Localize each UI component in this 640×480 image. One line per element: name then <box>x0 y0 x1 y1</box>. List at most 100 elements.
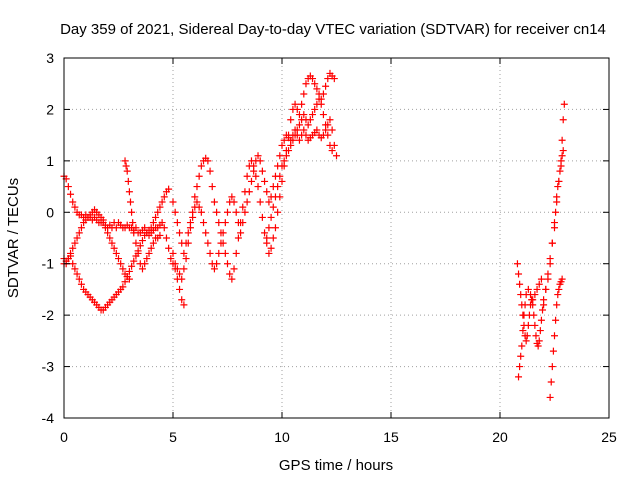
data-point <box>267 213 275 221</box>
data-point <box>228 193 236 201</box>
data-point <box>293 105 301 113</box>
data-point <box>128 262 136 270</box>
data-point <box>145 249 153 257</box>
y-tick-label: 3 <box>46 50 54 66</box>
data-point <box>189 213 197 221</box>
data-point <box>280 136 288 144</box>
data-point <box>165 185 173 193</box>
data-point <box>317 100 325 108</box>
data-point <box>534 342 542 350</box>
data-point <box>124 177 132 185</box>
data-point <box>69 260 77 268</box>
data-point <box>304 121 312 129</box>
data-point <box>265 249 273 257</box>
data-point <box>537 316 545 324</box>
data-point <box>165 244 173 252</box>
data-point <box>77 280 85 288</box>
data-point <box>536 327 544 335</box>
y-tick-label: -4 <box>42 410 55 426</box>
data-point <box>130 229 138 237</box>
series-0 <box>60 172 188 309</box>
data-point <box>295 136 303 144</box>
data-point <box>553 193 561 201</box>
data-point <box>67 249 75 257</box>
chart-title: Day 359 of 2021, Sidereal Day-to-day VTE… <box>60 21 606 38</box>
data-point <box>559 147 567 155</box>
data-point <box>309 75 317 83</box>
data-point <box>302 131 310 139</box>
data-point <box>322 82 330 90</box>
data-point <box>115 255 122 263</box>
data-point <box>549 347 557 355</box>
data-point <box>71 203 79 211</box>
data-point <box>291 131 299 139</box>
data-point <box>551 224 558 232</box>
data-point <box>215 219 223 227</box>
data-point <box>123 167 131 175</box>
data-point <box>313 85 321 93</box>
data-point <box>293 126 301 134</box>
data-point <box>548 239 556 247</box>
y-tick-label: -3 <box>42 359 55 375</box>
data-point <box>330 75 338 83</box>
data-point <box>178 296 186 304</box>
data-point <box>532 332 540 340</box>
data-point <box>67 190 75 198</box>
data-point <box>300 90 308 98</box>
data-point <box>121 157 129 165</box>
data-point <box>245 188 253 196</box>
data-point <box>554 183 562 191</box>
data-point <box>302 80 310 88</box>
data-point <box>546 393 554 401</box>
data-point <box>221 219 229 227</box>
data-point <box>537 275 545 283</box>
data-point <box>217 239 225 247</box>
data-point <box>300 126 308 134</box>
data-point <box>263 188 271 196</box>
x-axis-label: GPS time / hours <box>279 457 393 474</box>
data-point <box>97 213 105 221</box>
data-point <box>147 244 155 252</box>
data-point <box>531 321 539 329</box>
data-point <box>319 111 327 119</box>
data-point <box>311 80 319 88</box>
data-point <box>558 136 566 144</box>
data-point <box>239 203 247 211</box>
data-point <box>274 208 282 216</box>
y-tick-label: 1 <box>46 153 54 169</box>
data-point <box>328 126 336 134</box>
data-point <box>210 265 218 273</box>
x-tick-label: 5 <box>169 429 177 445</box>
data-point <box>261 229 269 237</box>
data-point <box>171 260 179 268</box>
data-point <box>258 213 266 221</box>
data-point <box>132 239 140 247</box>
data-point <box>234 234 242 242</box>
data-point <box>210 198 218 206</box>
data-point <box>221 249 229 257</box>
data-point <box>265 198 273 206</box>
data-point <box>250 167 258 175</box>
data-point <box>112 249 120 257</box>
data-point <box>513 260 521 268</box>
data-point <box>156 231 164 239</box>
data-point <box>287 141 295 149</box>
data-point <box>173 265 181 273</box>
data-point <box>200 219 208 227</box>
data-point <box>182 255 190 263</box>
data-point <box>147 224 155 232</box>
data-point <box>535 337 543 345</box>
data-point <box>516 363 524 371</box>
data-point <box>241 208 249 216</box>
data-point <box>119 283 127 291</box>
data-point <box>319 90 327 98</box>
data-point <box>180 265 188 273</box>
data-point <box>193 198 201 206</box>
x-tick-label: 0 <box>60 429 68 445</box>
data-point <box>104 229 112 237</box>
data-point <box>531 291 539 299</box>
y-tick-label: 2 <box>46 101 54 117</box>
y-tick-label: 0 <box>46 204 54 220</box>
data-point <box>75 229 83 237</box>
data-point <box>278 177 286 185</box>
